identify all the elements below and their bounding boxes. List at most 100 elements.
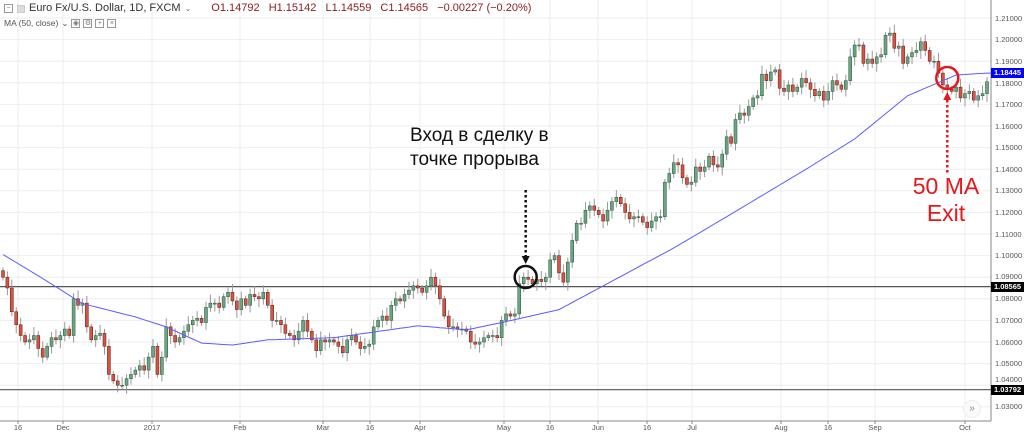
open-value: O1.14792 [211, 2, 260, 14]
candle [671, 154, 676, 179]
candle-body-up [133, 369, 138, 375]
time-tick: 16 [642, 423, 652, 432]
candle-body-down [711, 155, 716, 166]
candle [266, 289, 270, 309]
more-icon[interactable]: + [95, 18, 105, 28]
candle [627, 203, 632, 224]
price-tick: 1.19000 [995, 56, 1023, 66]
candle [438, 278, 442, 305]
candle-body-up [857, 44, 861, 47]
candle [742, 108, 747, 124]
candle-body-up [751, 97, 755, 107]
candle-body-up [543, 276, 548, 282]
candle-body-up [583, 209, 588, 224]
candle-body-down [40, 348, 45, 358]
candle [592, 198, 597, 217]
candle-body-up [566, 261, 570, 283]
symbol-title[interactable]: Euro Fx/U.S. Dollar, 1D, FXCM [29, 2, 181, 14]
exit-annotation [935, 65, 960, 175]
chart-legend: − Euro Fx/U.S. Dollar, 1D, FXCM ⌄ O1.147… [4, 2, 537, 15]
candle-body-up [274, 320, 279, 322]
candle [879, 47, 883, 63]
candle [151, 339, 155, 363]
candle [190, 315, 195, 334]
candle [85, 295, 89, 333]
candle-body-up [883, 35, 888, 55]
candle [821, 85, 826, 108]
candle [18, 317, 23, 342]
candle-body-up [720, 153, 724, 168]
candle-body-up [402, 294, 407, 302]
candle [49, 331, 54, 354]
candle [115, 375, 120, 393]
candle [574, 219, 579, 244]
candle [848, 48, 852, 86]
candle-body-down [442, 298, 447, 317]
chevron-down-icon[interactable]: ⌄ [184, 4, 192, 13]
candle-body-down [168, 326, 173, 336]
candle-body-up [248, 294, 252, 306]
candle [305, 313, 310, 338]
candle [477, 337, 482, 353]
candle [239, 291, 244, 316]
candle-body-up [896, 45, 901, 49]
candle [221, 293, 226, 311]
price-tick: 1.17000 [995, 99, 1023, 109]
candle-body-up [301, 320, 305, 332]
time-tick: 16 [365, 423, 375, 432]
candle [839, 81, 844, 93]
candle [102, 328, 107, 355]
candle [261, 285, 266, 305]
candle [786, 80, 791, 100]
candle-body-up [27, 339, 32, 343]
scroll-to-realtime-button[interactable]: » [963, 400, 981, 418]
price-tick: 1.11000 [995, 229, 1022, 239]
indicator-title[interactable]: MA (50, close) [4, 18, 59, 28]
chevron-down-icon[interactable]: ⌄ [61, 18, 69, 28]
candle-body-up [190, 320, 195, 325]
candle-body-down [279, 320, 283, 325]
candle-body-up [689, 181, 694, 185]
candle [888, 27, 892, 43]
candle [120, 376, 124, 390]
candle-body-down [336, 341, 341, 347]
candle-body-down [155, 346, 160, 375]
candle [358, 336, 363, 356]
collapse-icon[interactable]: − [4, 4, 13, 13]
candle-body-down [243, 298, 248, 306]
candle [186, 316, 191, 336]
candle-body-down [923, 41, 927, 51]
candle [288, 330, 292, 339]
candle [491, 329, 495, 343]
candle [738, 104, 742, 125]
close-value: C1.14565 [380, 2, 429, 14]
candle [698, 162, 702, 180]
candle [689, 176, 694, 192]
candle-body-up [239, 298, 244, 310]
candle-body-up [694, 166, 698, 183]
candle-body-down [813, 89, 817, 97]
candle [367, 339, 371, 355]
candle [257, 292, 261, 308]
time-tick: May [496, 423, 512, 432]
candle-body-up [371, 326, 376, 345]
eye-icon[interactable]: ◉ [71, 18, 81, 28]
candle [341, 337, 345, 358]
time-tick: 16 [823, 423, 833, 432]
candle-body-down [777, 69, 782, 89]
price-tick: 1.21000 [995, 13, 1023, 23]
price-tick: 1.04000 [995, 374, 1023, 384]
candle-body-up [671, 162, 676, 174]
candle-body-up [71, 298, 76, 336]
candle [1, 267, 5, 281]
indicator-legend: MA (50, close) ⌄ ◉ ⚙ + × [4, 18, 117, 28]
exit-text-line1: 50 MA [912, 173, 980, 199]
candle-body-down [676, 162, 680, 166]
settings-icon[interactable]: ⚙ [83, 18, 93, 28]
candle [336, 336, 341, 354]
candle [561, 264, 566, 287]
candle [870, 50, 875, 68]
close-icon[interactable]: × [107, 18, 117, 28]
candle [588, 201, 592, 219]
